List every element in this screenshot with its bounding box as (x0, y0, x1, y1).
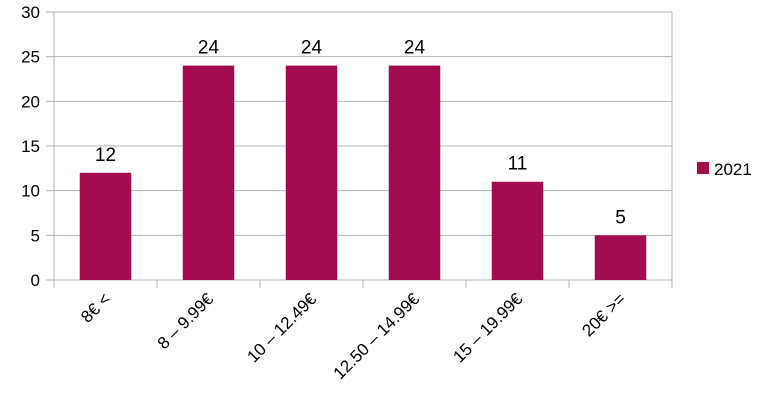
grid-lines (46, 11, 673, 288)
x-tick-label: 8€ < (77, 289, 114, 326)
legend-label-2021: 2021 (714, 160, 752, 179)
data-labels-group: 12 24 24 24 11 5 (95, 38, 626, 229)
bar-2 (285, 65, 338, 280)
bar-5 (594, 235, 647, 280)
bars-group (79, 65, 647, 280)
y-tick-label: 20 (21, 92, 40, 111)
x-axis-ticks: 8€ < 8 – 9.99€ 10 – 12.49€ 12.50 – 14.99€ 15… (77, 289, 629, 383)
bar-0 (79, 172, 132, 280)
x-tick-label: 12.50 – 14.99€ (330, 289, 424, 383)
data-label: 5 (615, 207, 626, 228)
bar-3 (388, 65, 441, 280)
x-tick-label: 15 – 19.99€ (449, 289, 526, 366)
x-tick-label: 10 – 12.49€ (243, 289, 320, 366)
x-tick-label: 8 – 9.99€ (154, 289, 218, 353)
data-label: 24 (301, 38, 323, 59)
y-tick-label: 5 (31, 226, 40, 245)
data-label: 24 (198, 38, 220, 59)
y-tick-label: 15 (21, 137, 40, 156)
y-tick-label: 0 (31, 271, 40, 290)
y-axis-ticks: 0 5 10 15 20 25 30 (21, 3, 40, 290)
bar-1 (182, 65, 235, 280)
y-tick-label: 30 (21, 3, 40, 22)
bar-4 (491, 181, 544, 280)
x-tick-label: 20€ >= (578, 289, 629, 340)
data-label: 11 (508, 154, 528, 175)
legend-swatch-2021 (697, 162, 709, 174)
y-tick-label: 25 (21, 48, 40, 67)
legend: 2021 (697, 160, 752, 179)
data-label: 24 (404, 38, 426, 59)
y-tick-label: 10 (21, 182, 40, 201)
data-label: 12 (95, 145, 116, 166)
